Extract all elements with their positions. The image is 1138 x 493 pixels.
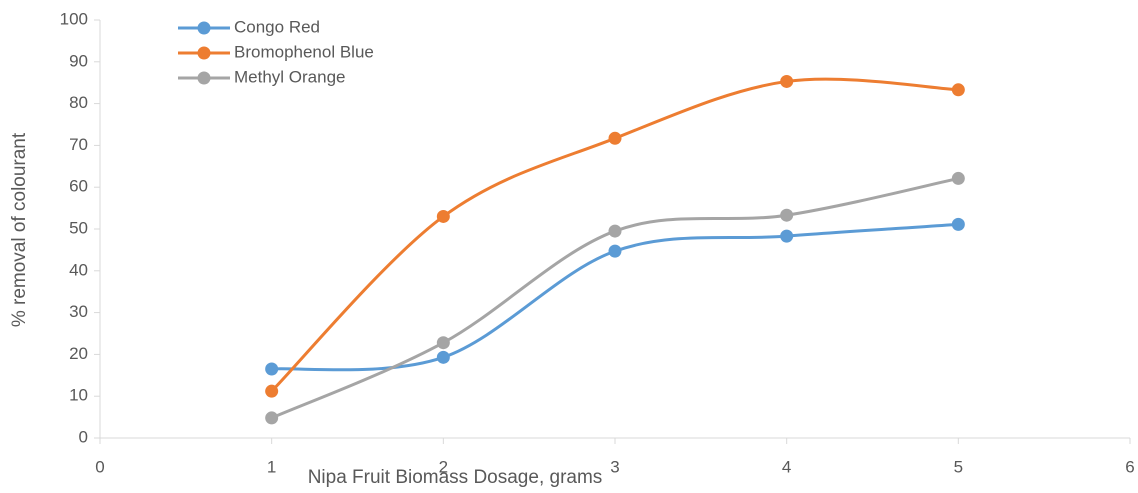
y-tick-label: 50 [69,218,88,237]
data-point [436,209,450,223]
legend-marker [197,46,211,60]
x-axis-title: Nipa Fruit Biomass Dosage, grams [308,467,603,488]
y-tick-label: 30 [69,302,88,321]
data-point [608,244,622,258]
x-tick-label: 5 [954,457,963,476]
data-point [780,208,794,222]
data-point [436,350,450,364]
data-point [265,384,279,398]
y-tick-label: 40 [69,260,88,279]
legend-label: Bromophenol Blue [234,42,374,61]
data-point [780,229,794,243]
y-tick-label: 100 [60,9,88,28]
legend-label: Congo Red [234,17,320,36]
y-tick-label: 10 [69,386,88,405]
series-line [271,176,959,420]
data-point [951,217,965,231]
data-point [265,362,279,376]
x-tick-label: 0 [95,457,104,476]
y-tick-label: 70 [69,135,88,154]
x-tick-label: 6 [1125,457,1134,476]
y-tick-label: 90 [69,51,88,70]
x-tick-label: 2 [439,457,448,476]
legend-marker [197,71,211,85]
y-tick-label: 20 [69,344,88,363]
x-tick-label: 4 [782,457,791,476]
legend-label: Methyl Orange [234,67,346,86]
y-tick-label: 80 [69,93,88,112]
data-point [608,131,622,145]
data-point [951,83,965,97]
y-tick-label: 60 [69,177,88,196]
data-point [608,224,622,238]
y-tick-label: 0 [79,427,88,446]
legend-marker [197,21,211,35]
x-tick-label: 1 [267,457,276,476]
y-axis-title: % removal of colourant [9,132,30,327]
data-point [436,336,450,350]
data-point [951,171,965,185]
data-point [780,74,794,88]
x-tick-label: 3 [610,457,619,476]
data-point [265,411,279,425]
